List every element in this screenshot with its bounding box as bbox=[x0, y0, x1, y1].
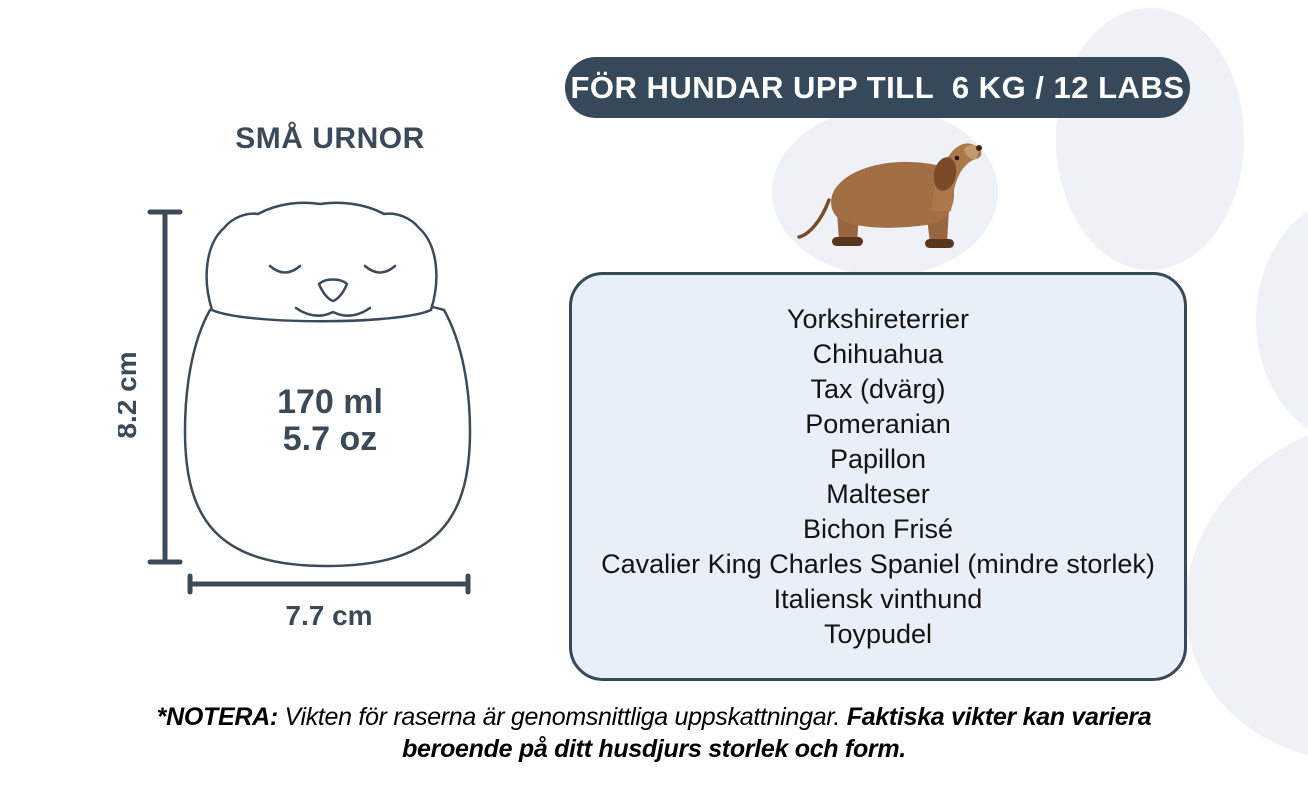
height-label: 8.2 cm bbox=[118, 351, 142, 438]
breed-item: Italiensk vinthund bbox=[773, 583, 983, 614]
breed-list-box: Yorkshireterrier Chihuahua Tax (dvärg) Pome… bbox=[569, 272, 1187, 681]
dachshund-icon bbox=[797, 143, 982, 248]
volume-oz-label: 5.7 oz bbox=[283, 420, 377, 458]
width-dimension-line bbox=[187, 573, 471, 595]
footnote: *NOTERA: Vikten för raserna är genomsnit… bbox=[124, 701, 1184, 765]
cat-face-icon bbox=[268, 264, 397, 317]
breed-item: Malteser bbox=[826, 478, 930, 509]
weight-limit-banner: FÖR HUNDAR UPP TILL 6 KG / 12 LABS bbox=[565, 57, 1190, 118]
height-dimension-line bbox=[147, 209, 183, 565]
breed-item: Chihuahua bbox=[812, 338, 944, 369]
footnote-prefix: *NOTERA: bbox=[156, 703, 279, 731]
breed-item: Yorkshireterrier bbox=[786, 303, 970, 334]
footnote-bold-text: Faktiska vikter kan variera beroende på … bbox=[402, 703, 1152, 763]
footnote-normal-text: Vikten för raserna är genomsnittliga upp… bbox=[277, 703, 847, 731]
breed-item: Bichon Frisé bbox=[802, 513, 954, 544]
breed-item: Cavalier King Charles Spaniel (mindre st… bbox=[601, 548, 1155, 579]
breed-item: Toypudel bbox=[823, 618, 933, 649]
weight-limit-banner-label: FÖR HUNDAR UPP TILL 6 KG / 12 LABS bbox=[570, 69, 1185, 105]
paw-print-toe-icon bbox=[1256, 196, 1308, 444]
breed-item: Tax (dvärg) bbox=[810, 373, 946, 404]
volume-ml-label: 170 ml bbox=[277, 383, 383, 421]
section-title-small-urns: SMÅ URNOR bbox=[235, 122, 425, 155]
breed-item: Papillon bbox=[829, 443, 927, 474]
breed-item: Pomeranian bbox=[805, 408, 951, 439]
cat-urn-diagram: 8.2 cm 170 ml 5.7 oz 7.7 cm bbox=[118, 201, 472, 631]
width-label: 7.7 cm bbox=[285, 600, 372, 631]
urn-lid-outline bbox=[205, 201, 438, 323]
breed-list: Yorkshireterrier Chihuahua Tax (dvärg) Pome… bbox=[601, 302, 1155, 652]
paw-print-toe-icon bbox=[1056, 8, 1244, 270]
